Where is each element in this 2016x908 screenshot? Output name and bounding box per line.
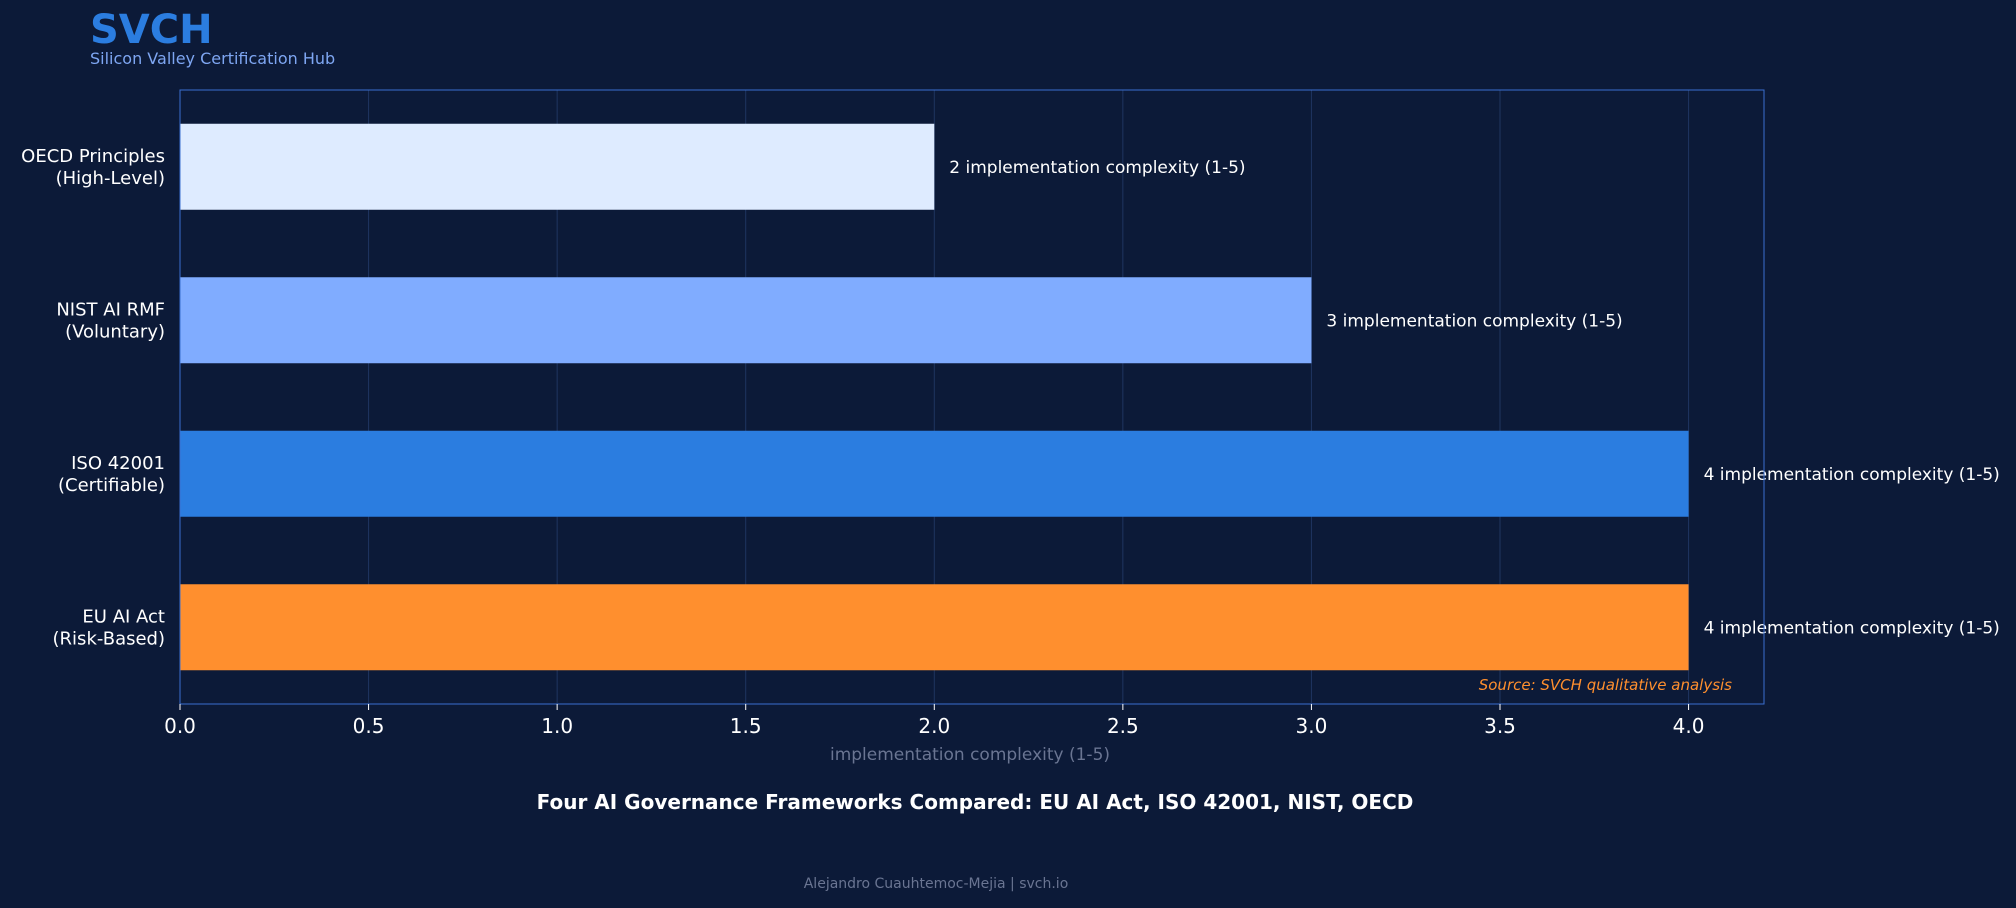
x-tick-label: 3.0 xyxy=(1296,714,1328,738)
footer-credit: Alejandro Cuauhtemoc-Mejia | svch.io xyxy=(803,876,1069,892)
bar-value-label: 3 implementation complexity (1-5) xyxy=(1326,311,1622,331)
x-tick-label: 0.5 xyxy=(353,714,385,738)
plot-frame xyxy=(179,89,1765,705)
category-label: ISO 42001 (Certifiable) xyxy=(58,453,165,496)
chart-title: Four AI Governance Frameworks Compared: … xyxy=(536,790,1414,814)
x-tick-label: 3.5 xyxy=(1484,714,1516,738)
x-tick-label: 0.0 xyxy=(164,714,196,738)
brand-logo-text: SVCH xyxy=(90,7,213,53)
x-tick-label: 2.5 xyxy=(1107,714,1139,738)
category-label: NIST AI RMF (Voluntary) xyxy=(56,299,165,342)
x-axis-label: implementation complexity (1-5) xyxy=(830,745,1110,765)
x-tick-label: 4.0 xyxy=(1673,714,1705,738)
bar xyxy=(180,584,1689,671)
source-annotation: Source: SVCH qualitative analysis xyxy=(1479,676,1732,694)
bar-value-label: 2 implementation complexity (1-5) xyxy=(949,158,1245,178)
bar-value-label: 4 implementation complexity (1-5) xyxy=(1704,618,2000,638)
category-label: EU AI Act (Risk-Based) xyxy=(53,606,165,649)
x-tick-label: 1.0 xyxy=(541,714,573,738)
x-tick-label: 1.5 xyxy=(730,714,762,738)
x-tick-label: 2.0 xyxy=(918,714,950,738)
bar-value-label: 4 implementation complexity (1-5) xyxy=(1704,465,2000,485)
bar xyxy=(180,430,1689,517)
bar xyxy=(180,277,1312,364)
category-label: OECD Principles (High-Level) xyxy=(21,146,165,189)
brand-tagline: Silicon Valley Certification Hub xyxy=(90,49,336,68)
bar xyxy=(180,123,935,210)
